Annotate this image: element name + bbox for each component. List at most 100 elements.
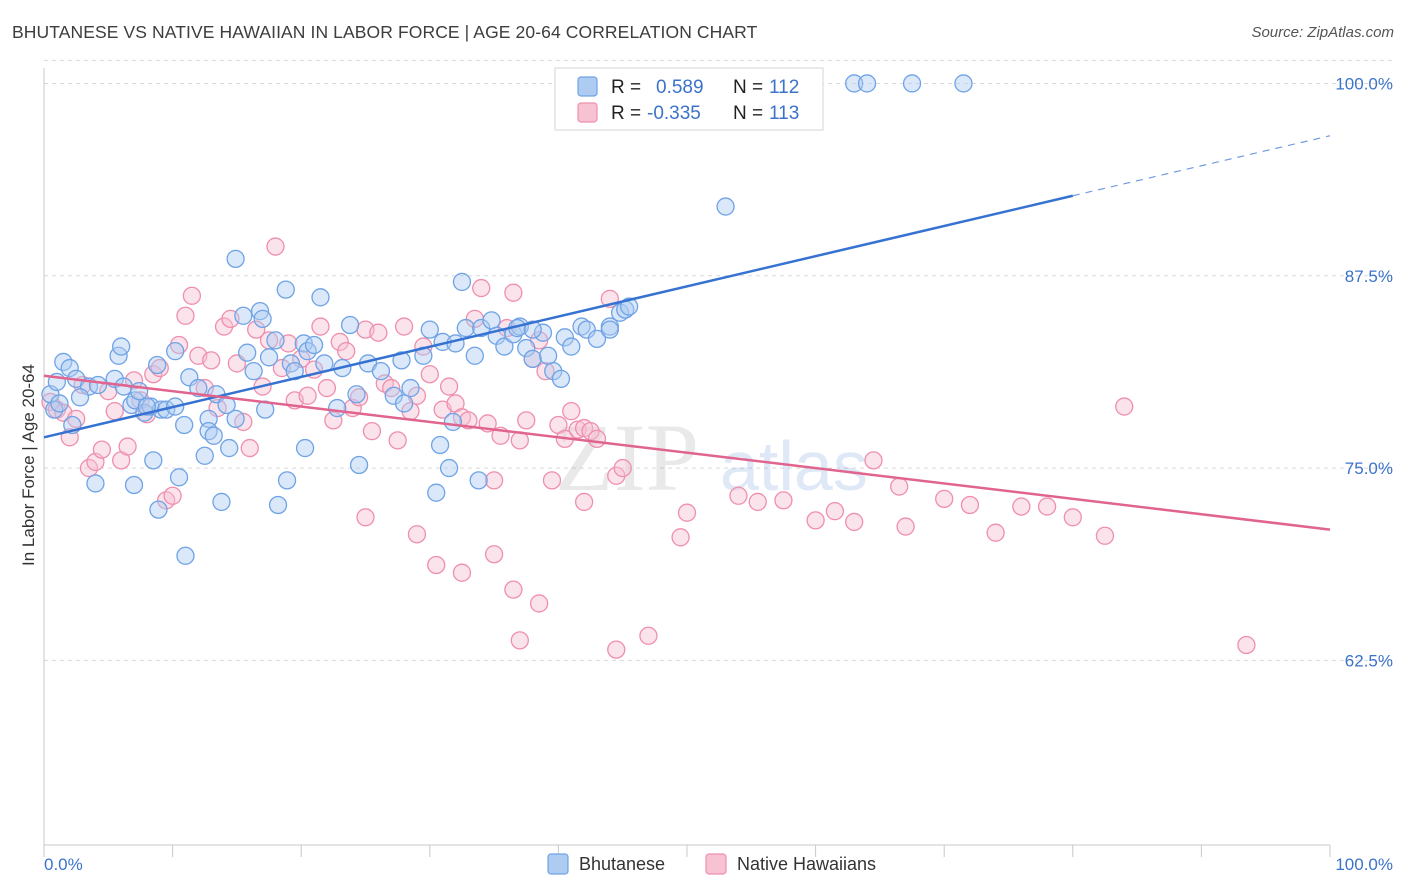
bhutanese-point-45 [328,398,347,418]
native-hawaiian-point-101 [729,486,748,505]
native-hawaiian-point-48 [349,388,369,407]
bhutanese-point-69 [538,346,558,365]
bhutanese-point-58 [456,318,475,338]
native-hawaiian-trend-line [43,374,1331,531]
native-hawaiian-point-110 [935,489,954,508]
native-hawaiian-point-61 [439,377,459,396]
bottom-legend-swatch-blue [547,853,569,875]
bhutanese-point-52 [392,351,411,370]
bhutanese-point-95 [295,438,315,458]
native-hawaiian-point-95 [529,594,549,613]
legend-box [554,67,824,131]
bottom-legend-swatch-pink [705,853,727,875]
native-hawaiian-point-102 [748,492,767,512]
bhutanese-point-59 [465,346,484,365]
bhutanese-trend-line [43,194,1074,439]
native-hawaiian-point-13 [124,371,144,390]
bhutanese-point-83 [86,474,105,493]
legend-swatch-blue [577,76,598,97]
native-hawaiian-point-51 [369,323,388,342]
legend-n-label-0: N = [733,77,763,98]
native-hawaiian-point-42 [311,317,330,336]
native-hawaiian-point-89 [407,525,427,544]
bhutanese-point-73 [562,337,581,356]
native-hawaiian-point-66 [472,278,491,298]
watermark: ZIP atlas [555,404,868,511]
bhutanese-point-13 [126,391,145,410]
bhutanese-point-30 [226,409,245,428]
native-hawaiian-point-100 [677,503,697,522]
native-hawaiian-point-32 [247,320,266,339]
bhutanese-point-22 [175,415,194,435]
bhutanese-point-115 [600,320,619,339]
bhutanese-point-36 [259,348,279,367]
native-hawaiian-point-84 [587,429,607,448]
native-hawaiian-point-55 [394,317,414,336]
bhutanese-point-84 [124,475,144,495]
native-hawaiian-point-113 [1012,497,1031,516]
native-hawaiian-point-93 [504,580,523,599]
bhutanese-point-85 [144,451,163,470]
native-hawaiian-point-17 [150,358,169,378]
bottom-legend-label-1: Native Hawaiians [737,854,876,874]
bhutanese-point-104 [226,249,245,268]
y-tick-label-3: 100.0% [1335,74,1393,93]
y-tick-labels: 62.5% 75.0% 87.5% 100.0% [1335,74,1393,670]
y-axis-title: In Labor Force | Age 20-64 [19,364,38,566]
axes [43,68,1331,857]
bhutanese-point-44 [311,288,330,307]
native-hawaiian-point-50 [362,422,382,441]
native-hawaiian-point-92 [484,545,504,564]
native-hawaiian-point-24 [195,378,214,398]
native-hawaiian-point-108 [890,477,909,496]
native-hawaiian-point-112 [986,523,1005,542]
native-hawaiian-point-45 [330,332,349,352]
native-hawaiian-point-91 [452,563,472,582]
native-hawaiian-point-88 [356,508,375,527]
native-hawaiian-point-31 [240,438,259,458]
bottom-legend: Bhutanese Native Hawaiians [547,853,876,875]
bhutanese-point-47 [340,315,360,335]
bhutanese-point-38 [276,280,295,299]
native-hawaiian-point-118 [1237,635,1256,655]
native-hawaiian-point-96 [574,492,594,512]
bhutanese-point-32 [234,306,253,325]
legend-r-value-0: 0.589 [656,77,704,98]
watermark-zip: ZIP [555,404,699,511]
bhutanese-point-88 [176,546,195,565]
bhutanese-point-114 [619,297,639,316]
source-label: Source: ZipAtlas.com [1251,24,1394,41]
native-hawaiian-point-21 [176,306,195,325]
native-hawaiian-point-54 [388,431,407,450]
native-hawaiian-point-68 [484,471,504,490]
native-hawaiian-point-76 [536,362,555,381]
native-hawaiian-point-116 [1095,526,1115,545]
bhutanese-point-68 [533,323,553,342]
bhutanese-point-112 [954,74,973,93]
bhutanese-point-35 [253,309,272,328]
legend-r-label-0: R = [611,77,641,98]
native-hawaiian-point-114 [1037,497,1057,516]
bhutanese-point-100 [469,471,488,490]
native-hawaiian-point-107 [864,451,883,470]
native-hawaiian-point-111 [960,495,980,515]
bhutanese-point-71 [551,369,571,388]
native-hawaiian-point-77 [542,471,562,490]
bottom-legend-label-0: Bhutanese [579,854,665,874]
bhutanese-point-90 [212,492,231,512]
bhutanese-point-27 [204,426,223,445]
native-hawaiian-point-99 [671,528,690,547]
bhutanese-point-24 [189,378,208,398]
native-hawaiian-point-71 [504,283,523,302]
chart-title: BHUTANESE VS NATIVE HAWAIIAN IN LABOR FO… [12,22,758,42]
native-hawaiian-point-19 [163,486,182,505]
bhutanese-point-94 [277,471,297,490]
native-hawaiian-point-46 [337,342,356,361]
native-hawaiian-point-40 [298,386,317,405]
bhutanese-point-3 [60,358,79,378]
bhutanese-point-57 [446,334,465,353]
bhutanese-point-53 [394,394,414,413]
native-hawaiian-point-8 [92,440,112,459]
bhutanese-point-86 [149,500,168,519]
